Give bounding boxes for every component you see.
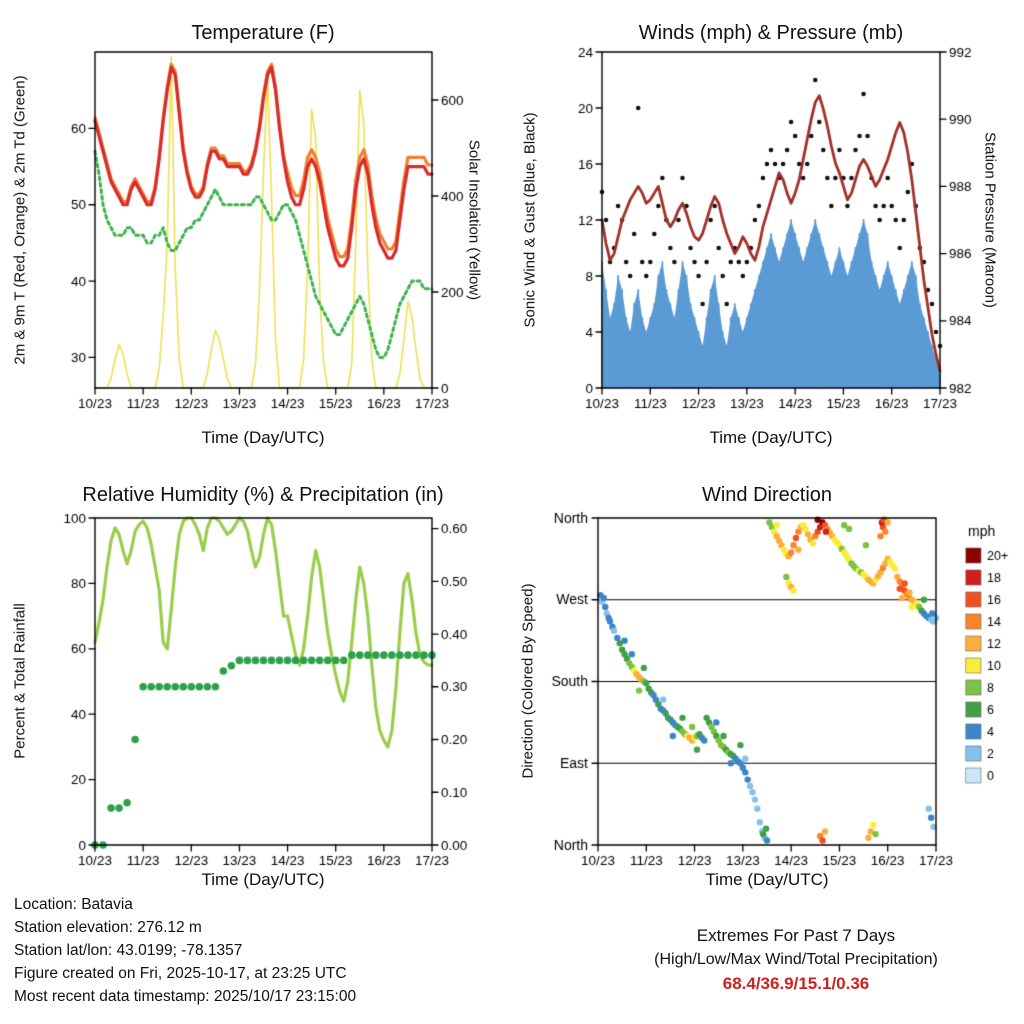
direction-y-axis-label: Direction (Colored By Speed) [519,583,537,779]
extremes-values: 68.4/36.9/15.1/0.36 [722,974,870,993]
wind-pressure-chart-title: Winds (mph) & Pressure (mb) [638,22,904,44]
panel-temperature: Temperature (F) 2m & 9m T (Red, Orange) … [0,0,512,470]
wind-y-axis-label: Sonic Wind & Gust (Blue, Black) [521,112,539,328]
extremes-summary: Extremes For Past 7 Days (High/Low/Max W… [600,924,992,996]
panel-wind-pressure: Winds (mph) & Pressure (mb) Sonic Wind &… [512,0,1024,470]
station-latlon: Station lat/lon: 43.0199; -78.1357 [14,942,243,959]
temperature-y-axis-label: 2m & 9m T (Red, Orange) & 2m Td (Green) [11,75,29,365]
solar-y-axis-label: Solar Insolation (Yellow) [465,139,483,301]
station-location: Location: Batavia [14,896,133,913]
wind-pressure-x-axis-label: Time (Day/UTC) [709,428,833,447]
humidity-y-axis-label: Percent & Total Rainfall [11,603,29,759]
temperature-x-axis-label: Time (Day/UTC) [201,428,325,447]
humidity-precip-chart-title: Relative Humidity (%) & Precipitation (i… [82,484,444,506]
panel-humidity-precip: Relative Humidity (%) & Precipitation (i… [0,470,512,910]
panel-wind-direction: Wind Direction Direction (Colored By Spe… [512,470,1024,910]
wind-direction-chart-title: Wind Direction [701,484,833,506]
pressure-y-axis-label: Station Pressure (Maroon) [981,132,999,308]
most-recent-data-timestamp: Most recent data timestamp: 2025/10/17 2… [14,988,357,1005]
extremes-title: Extremes For Past 7 Days [696,926,896,945]
wind-direction-x-axis-label: Time (Day/UTC) [705,870,829,889]
station-elevation: Station elevation: 276.12 m [14,919,202,936]
humidity-precip-x-axis-label: Time (Day/UTC) [201,870,325,889]
station-info: Location: Batavia Station elevation: 276… [14,893,356,1008]
figure-created-timestamp: Figure created on Fri, 2025-10-17, at 23… [14,965,347,982]
humidity-precip-chart-canvas [0,470,512,910]
wind-pressure-chart-canvas [512,0,1024,470]
temperature-chart-canvas [0,0,512,470]
extremes-subtitle: (High/Low/Max Wind/Total Precipitation) [654,951,938,968]
wind-direction-chart-canvas [512,470,1024,910]
temperature-chart-title: Temperature (F) [191,22,335,44]
